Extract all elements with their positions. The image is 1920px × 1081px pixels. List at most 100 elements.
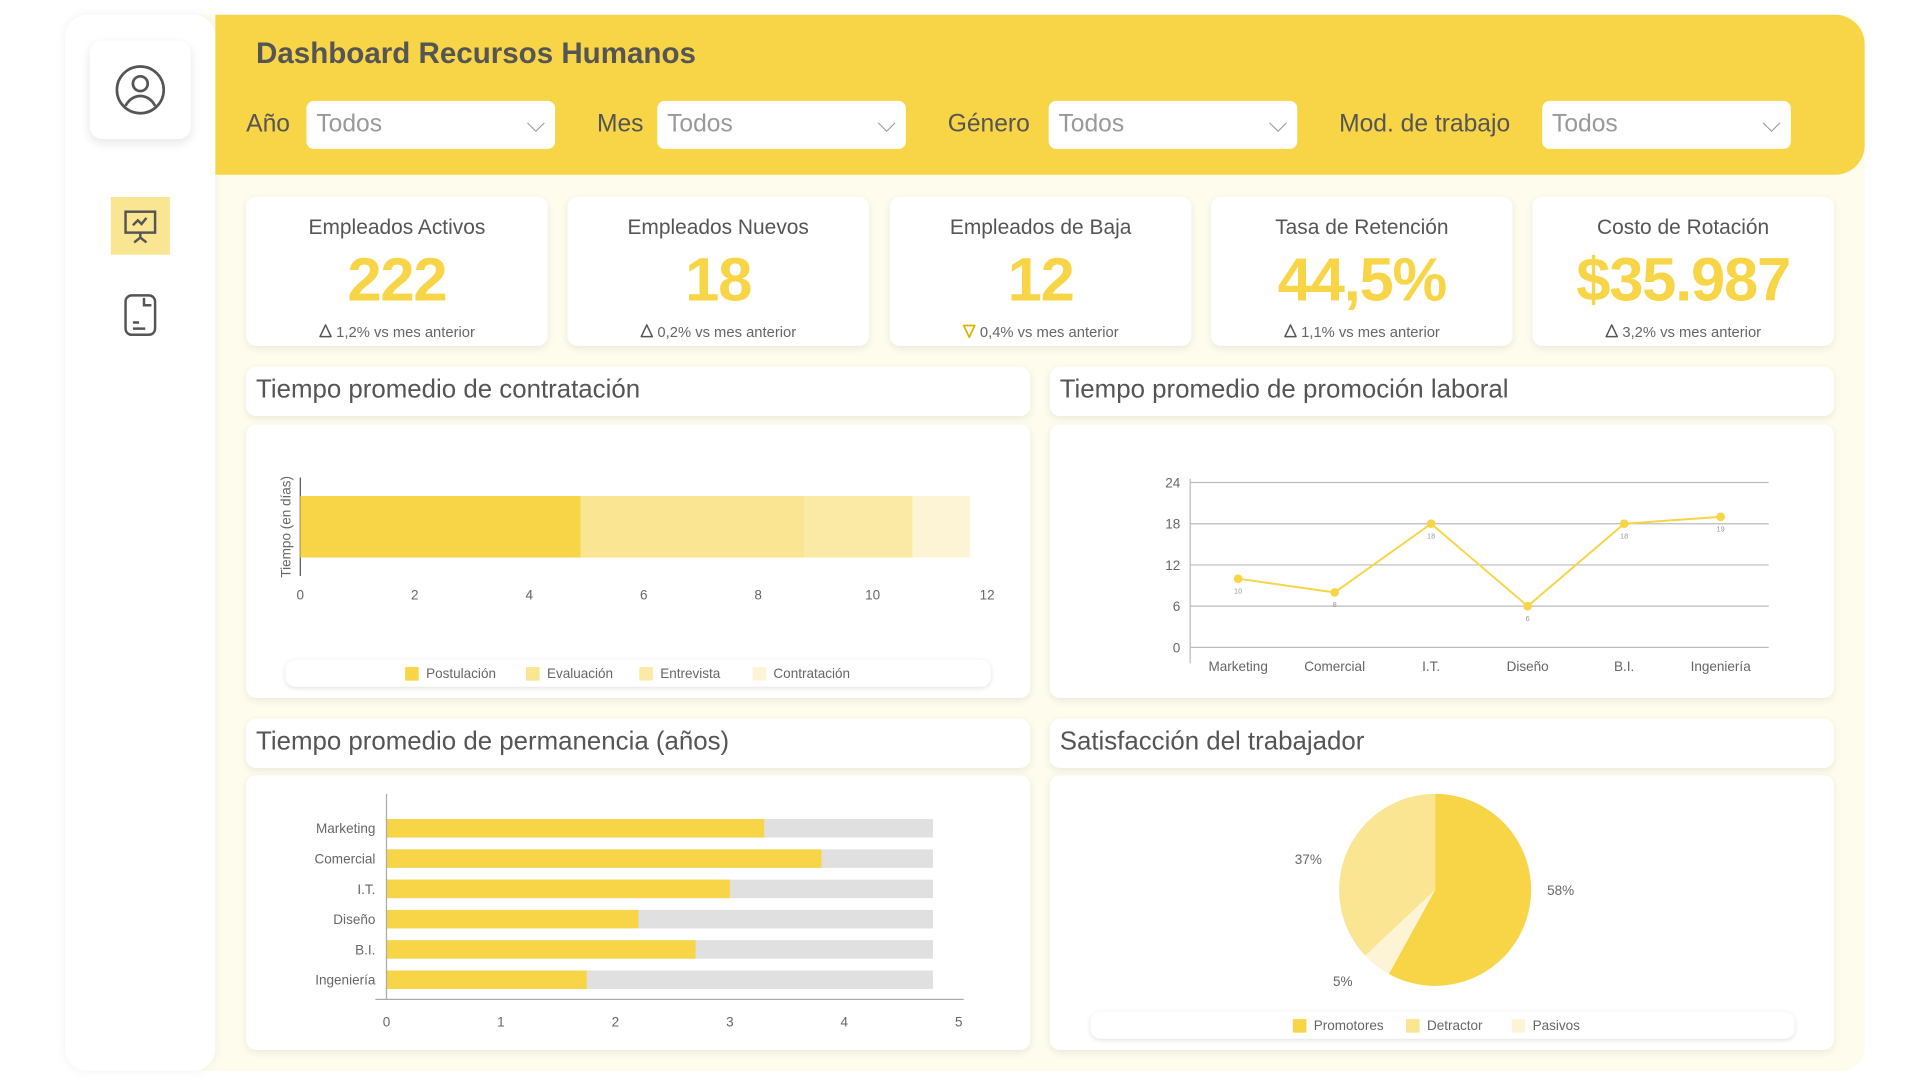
data-label: 6 [1526,614,1530,623]
select-value: Todos [316,110,383,138]
tenure-chart: Marketing Comercial I.T. Diseño B.I. Ingenier… [246,775,1031,1050]
legend [1090,1011,1795,1039]
data-label: 18 [1620,531,1628,540]
kpi-delta-text: 0,2% vs mes anterior [657,323,797,341]
series-line [1238,515,1721,608]
filter-year-select[interactable]: Todos ⌵ [306,100,556,149]
kpi-delta: 1,2% vs mes anterior [246,324,548,341]
y-tick-label: 6 [1173,599,1181,614]
kpi-delta-text: 1,2% vs mes anterior [336,323,475,341]
x-tick-label: 2 [411,587,419,602]
chart-title-hiring: Tiempo promedio de contratación [246,366,1031,417]
x-tick-label: I.T. [1422,659,1440,674]
legend-swatch [526,667,540,681]
kpi-delta: 0,4% vs mes anterior [890,324,1192,341]
filter-gender-select[interactable]: Todos ⌵ [1048,100,1298,149]
slice-label: 58% [1547,883,1574,898]
x-tick-label: 1 [497,1014,505,1029]
kpi-delta: 0,2% vs mes anterior [567,324,869,341]
hiring-time-chart: 0 2 4 6 8 10 12 Tiempo (en días) Postulación Eval… [246,424,1031,698]
chart-title-tenure: Tiempo promedio de permanencia (años) [246,718,1031,769]
legend-label: Detractor [1427,1018,1483,1033]
data-point [1619,519,1629,529]
chevron-down-icon: ⌵ [1268,110,1288,138]
chevron-down-icon: ⌵ [1762,110,1781,138]
page-title: Dashboard Recursos Humanos [256,36,696,71]
trend-up-icon [1284,324,1297,338]
x-tick-label: 10 [865,587,880,602]
bar [386,849,822,868]
y-axis-label: Tiempo (en días) [278,476,293,578]
nav-dashboard[interactable] [110,196,170,255]
document-icon [124,293,157,336]
legend-label: Promotores [1314,1018,1384,1033]
legend [285,659,991,687]
slice-label: 37% [1295,852,1322,867]
trend-down-icon [963,324,976,339]
kpi-card: Empleados Activos 222 1,2% vs mes anterior [246,196,548,346]
trend-up-icon [319,324,332,338]
select-value: Todos [1552,110,1618,138]
trend-up-icon [640,324,654,338]
y-tick-label: 12 [1165,558,1180,573]
bar-segment-evaluación [580,496,804,558]
kpi-title: Empleados de Baja [949,215,1132,239]
kpi-value: 44,5% [1277,244,1448,314]
kpi-delta: 3,2% vs mes anterior [1532,324,1834,341]
legend-label: Evaluación [547,666,613,681]
kpi-value: 18 [685,244,752,314]
data-label: 8 [1333,600,1337,609]
bar-segment-contratación [912,496,970,558]
user-icon [115,65,166,115]
filter-label-work-mode: Mod. de trabajo [1339,110,1511,138]
filter-label-year: Año [246,110,290,138]
legend-label: Entrevista [660,666,721,681]
legend-label: Contratación [773,666,850,681]
chart-title-promotion: Tiempo promedio de promoción laboral [1049,366,1834,417]
x-tick-label: 5 [955,1014,963,1029]
x-tick-label: 12 [980,587,995,602]
x-tick-label: Diseño [1507,659,1549,674]
filter-month-select[interactable]: Todos ⌵ [657,100,906,149]
legend-swatch [639,667,653,681]
y-tick-label: 18 [1165,517,1180,532]
x-tick-label: 4 [841,1014,849,1029]
kpi-title: Empleados Activos [308,215,486,239]
nav-reports[interactable] [111,286,170,344]
satisfaction-chart: 58% 5% 37% Promotores Detractor Pasivos [1049,775,1834,1050]
data-point [1426,519,1436,529]
kpi-delta-text: 1,1% vs mes anterior [1301,323,1440,341]
bar [386,909,639,929]
x-tick-label: 4 [525,587,533,602]
legend-swatch [1292,1019,1307,1033]
kpi-delta-text: 0,4% vs mes anterior [979,323,1119,341]
filter-label-month: Mes [596,110,644,138]
legend-swatch [405,667,419,681]
select-value: Todos [1058,110,1125,138]
legend-swatch [1511,1019,1526,1033]
y-tick-label: Ingeniería [315,973,376,988]
kpi-card: Empleados Nuevos 18 0,2% vs mes anterior [567,196,869,346]
chevron-down-icon: ⌵ [526,110,546,138]
data-label: 19 [1717,525,1725,534]
x-tick-label: 0 [297,587,305,602]
profile-button[interactable] [89,40,191,140]
data-label: 10 [1234,586,1242,595]
kpi-title: Tasa de Retención [1275,215,1449,239]
y-tick-label: Diseño [333,912,375,927]
header: Dashboard Recursos Humanos Año Todos ⌵ Me… [215,14,1865,175]
chart-title-satisfaction: Satisfacción del trabajador [1049,718,1834,769]
x-tick-label: 0 [383,1014,391,1029]
kpi-card: Costo de Rotación $35.987 3,2% vs mes ante… [1532,196,1834,346]
kpi-value: $35.987 [1576,244,1791,314]
x-tick-label: Ingeniería [1691,659,1752,674]
y-tick-label: 0 [1173,640,1181,655]
bar [386,819,765,838]
filter-work-mode-select[interactable]: Todos ⌵ [1542,100,1791,149]
chevron-down-icon: ⌵ [877,110,897,138]
kpi-delta-text: 3,2% vs mes anterior [1622,323,1762,341]
slice-label: 5% [1333,974,1353,989]
kpi-card: Empleados de Baja 12 0,4% vs mes anterior [889,196,1192,346]
data-label: 18 [1427,531,1435,540]
select-value: Todos [667,110,733,138]
